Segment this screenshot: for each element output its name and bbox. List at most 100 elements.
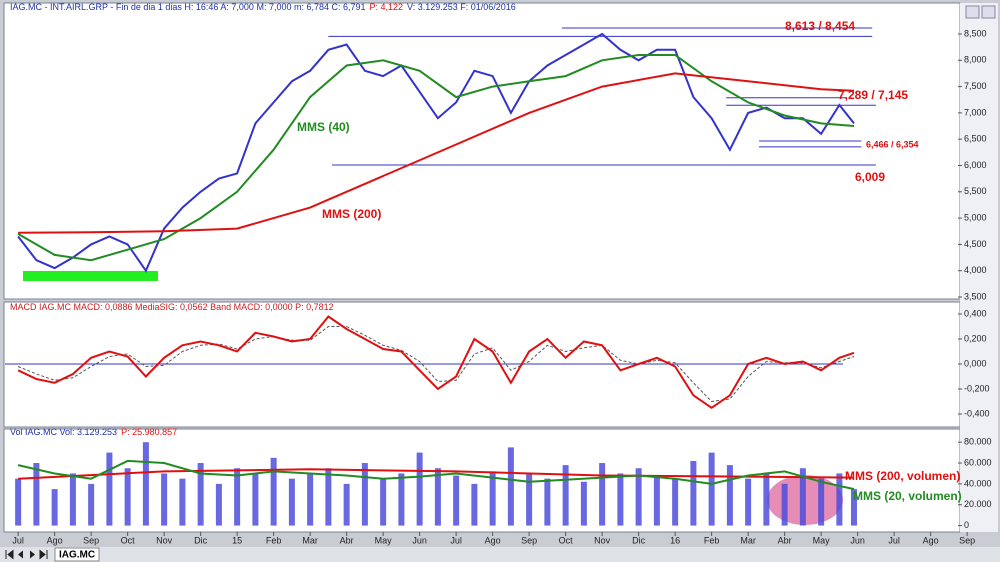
x-tick-label: Ago bbox=[923, 535, 939, 545]
volume-bar bbox=[690, 460, 697, 526]
level-label: 7,289 / 7,145 bbox=[838, 88, 908, 102]
y-tick-label: 6,500 bbox=[964, 134, 987, 144]
volume-bar bbox=[562, 465, 569, 526]
x-tick-label: 15 bbox=[232, 535, 242, 545]
x-tick-label: May bbox=[375, 535, 393, 545]
nav-first[interactable] bbox=[5, 549, 14, 560]
series-line bbox=[17, 315, 855, 410]
volume-bar bbox=[653, 475, 660, 526]
support-zone bbox=[23, 271, 158, 281]
volume-bar bbox=[380, 478, 387, 526]
volume-bar bbox=[142, 442, 149, 526]
header-part: MACD IAG.MC MACD: 0,0886 MediaSIG: 0,056… bbox=[10, 302, 334, 312]
x-tick-label: Dic bbox=[632, 535, 645, 545]
x-tick-label: Jul bbox=[888, 535, 900, 545]
x-tick-label: Jun bbox=[412, 535, 427, 545]
volume-bar bbox=[361, 463, 368, 526]
x-tick-label: Feb bbox=[266, 535, 282, 545]
volume-bar bbox=[434, 468, 441, 526]
volume-bar bbox=[288, 478, 295, 526]
x-tick-label: Dic bbox=[194, 535, 207, 545]
symbol-tab[interactable] bbox=[54, 547, 100, 562]
header-part: IAG.MC - INT.AIRL.GRP - Fin de dia 1 dia… bbox=[10, 2, 366, 12]
volume-bar bbox=[672, 478, 679, 526]
x-tick-label: Jul bbox=[450, 535, 462, 545]
volume-bar bbox=[726, 465, 733, 526]
volume-bar bbox=[818, 478, 825, 526]
volume-bar bbox=[799, 468, 806, 526]
x-tick-label: Sep bbox=[83, 535, 99, 545]
y-tick-label: 20.000 bbox=[964, 499, 992, 509]
x-tick-label: Oct bbox=[559, 535, 574, 545]
x-tick-label: Ago bbox=[47, 535, 63, 545]
volume-bar bbox=[215, 483, 222, 526]
y-tick-label: 60.000 bbox=[964, 457, 992, 467]
volume-bar bbox=[635, 468, 642, 526]
volume-bar bbox=[763, 473, 770, 526]
x-tick-label: 16 bbox=[670, 535, 680, 545]
x-tick-label: Sep bbox=[521, 535, 537, 545]
y-tick-label: 6,000 bbox=[964, 160, 987, 170]
volume-bar bbox=[489, 471, 496, 526]
axis-strip bbox=[960, 3, 998, 532]
series-label: MMS (200) bbox=[322, 207, 381, 221]
y-tick-label: 8,500 bbox=[964, 28, 987, 38]
x-tick-label: Nov bbox=[594, 535, 611, 545]
y-tick-label: 7,000 bbox=[964, 107, 987, 117]
x-tick-label: Abr bbox=[340, 535, 354, 545]
nav-last[interactable] bbox=[39, 549, 48, 560]
series-line bbox=[18, 468, 855, 480]
y-tick-label: 3,500 bbox=[964, 291, 987, 301]
level-label: 6,466 / 6,354 bbox=[866, 139, 919, 149]
volume-bar bbox=[708, 452, 715, 526]
x-tick-label: Mar bbox=[302, 535, 318, 545]
panel-button[interactable] bbox=[981, 5, 996, 19]
symbol-tab-label: IAG.MC bbox=[59, 550, 95, 561]
volume-bar bbox=[161, 473, 168, 526]
y-tick-label: 40.000 bbox=[964, 478, 992, 488]
volume-bar bbox=[234, 468, 241, 526]
volume-bar bbox=[580, 481, 587, 526]
volume-bar bbox=[270, 457, 277, 526]
volume-bar bbox=[617, 473, 624, 526]
x-tick-label: Abr bbox=[778, 535, 792, 545]
x-tick-label: Jun bbox=[850, 535, 865, 545]
series-line bbox=[17, 326, 855, 403]
series-line bbox=[17, 32, 855, 273]
y-tick-label: 5,500 bbox=[964, 186, 987, 196]
volume-bar bbox=[325, 468, 332, 526]
nav-next[interactable] bbox=[30, 550, 35, 559]
panel-button[interactable] bbox=[965, 5, 980, 19]
volume-bar bbox=[179, 478, 186, 526]
volume-bar bbox=[51, 489, 58, 526]
series-label: MMS (20, volumen) bbox=[853, 489, 962, 503]
x-tick-label: Ago bbox=[485, 535, 501, 545]
panel-header: IAG.MC - INT.AIRL.GRP - Fin de dia 1 dia… bbox=[10, 2, 516, 12]
volume-bar bbox=[15, 478, 22, 526]
x-tick-label: Feb bbox=[704, 535, 720, 545]
y-tick-label: 5,000 bbox=[964, 212, 987, 222]
volume-bar bbox=[544, 478, 551, 526]
header-part: P: 25.980.857 bbox=[121, 427, 177, 437]
y-tick-label: 0,200 bbox=[964, 333, 987, 343]
y-tick-label: 7,500 bbox=[964, 81, 987, 91]
volume-bar bbox=[526, 473, 533, 526]
y-tick-label: 4,500 bbox=[964, 239, 987, 249]
volume-bar bbox=[69, 473, 76, 526]
volume-bar bbox=[781, 483, 788, 526]
volume-bar bbox=[471, 483, 478, 526]
volume-bar bbox=[398, 473, 405, 526]
y-tick-label: 0,400 bbox=[964, 308, 987, 318]
volume-bar bbox=[453, 475, 460, 526]
header-part: P: 4,122 bbox=[370, 2, 404, 12]
nav-prev[interactable] bbox=[18, 550, 23, 559]
x-tick-label: May bbox=[813, 535, 831, 545]
level-label: 6,009 bbox=[855, 170, 885, 184]
x-tick-label: Oct bbox=[121, 535, 136, 545]
volume-bar bbox=[507, 447, 514, 526]
panel-header: Vol IAG.MC Vol: 3.129.253 P: 25.980.857 bbox=[10, 427, 177, 437]
y-tick-label: 8,000 bbox=[964, 55, 987, 65]
y-tick-label: 4,000 bbox=[964, 265, 987, 275]
volume-bar bbox=[124, 468, 131, 526]
